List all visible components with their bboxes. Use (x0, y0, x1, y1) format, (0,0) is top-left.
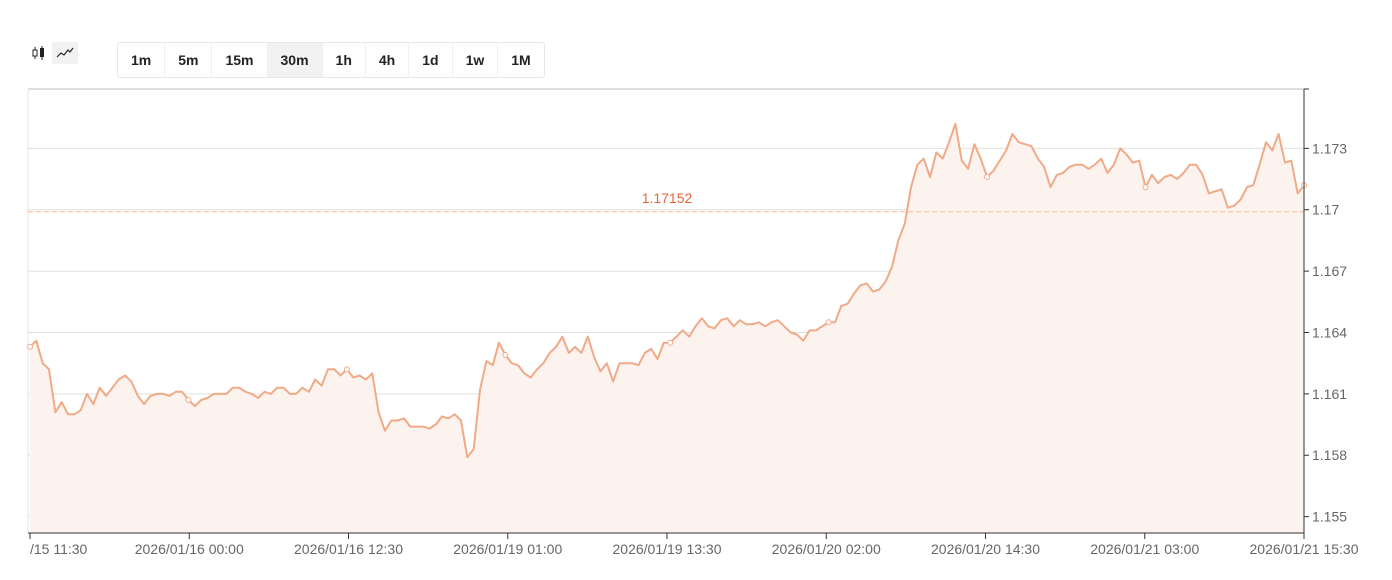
interval-tab-4h[interactable]: 4h (366, 43, 410, 77)
x-tick-label: 2026/01/20 02:00 (772, 541, 881, 557)
price-area (30, 123, 1304, 534)
x-tick-label: 2026/01/19 01:00 (453, 541, 562, 557)
candlestick-icon (32, 46, 44, 60)
x-tick-label: 2026/01/20 14:30 (931, 541, 1040, 557)
price-series-line (29, 122, 1305, 459)
reference-price-label: 1.17152 (642, 190, 693, 206)
y-tick-label: 1.164 (1312, 324, 1347, 340)
x-tick-label: 2026/01/16 00:00 (135, 541, 244, 557)
y-tick-label: 1.167 (1312, 263, 1347, 279)
x-tick-label: 2026/01/19 13:30 (613, 541, 722, 557)
x-tick-label: 2026/01/21 03:00 (1090, 541, 1199, 557)
line-chart-icon (56, 47, 74, 58)
interval-tabs: 1m 5m 15m 30m 1h 4h 1d 1w 1M (117, 42, 545, 78)
interval-tab-1m[interactable]: 1m (118, 43, 166, 77)
interval-tab-1m[interactable]: 1M (511, 52, 531, 68)
point-marker (502, 351, 509, 358)
point-marker (984, 173, 991, 180)
point-marker (343, 366, 350, 373)
x-tick-label: /15 11:30 (30, 541, 88, 557)
x-tick-label: 2026/01/16 12:30 (294, 541, 403, 557)
candlestick-view-button[interactable] (26, 42, 52, 64)
x-tick-label: 2026/01/21 15:30 (1250, 541, 1359, 557)
y-tick-label: 1.173 (1312, 140, 1347, 156)
interval-tab-1h[interactable]: 1h (323, 43, 366, 77)
y-tick-label: 1.17 (1312, 202, 1339, 218)
point-marker (667, 339, 674, 346)
point-marker (185, 397, 192, 404)
interval-tab-1d[interactable]: 1d (409, 43, 453, 77)
axis-layer: 1.173 1.17 1.167 1.164 1.161 1.158 1.155/15 11… (28, 88, 1359, 557)
y-tick-label: 1.161 (1312, 386, 1347, 402)
y-tick-label: 1.155 (1312, 509, 1347, 525)
y-tick-label: 1.158 (1312, 447, 1347, 463)
interval-tab-15m[interactable]: 15m (212, 43, 268, 77)
point-marker (825, 319, 832, 326)
line-view-button[interactable] (52, 42, 78, 64)
point-marker (1142, 184, 1149, 191)
marker-layer (27, 173, 1307, 404)
interval-tab-30m[interactable]: 30m (267, 43, 323, 77)
interval-tab-1w[interactable]: 1w (453, 43, 499, 77)
chart-type-toggle (26, 42, 78, 64)
interval-tab-5m[interactable]: 5m (165, 43, 213, 77)
point-marker (27, 343, 33, 350)
